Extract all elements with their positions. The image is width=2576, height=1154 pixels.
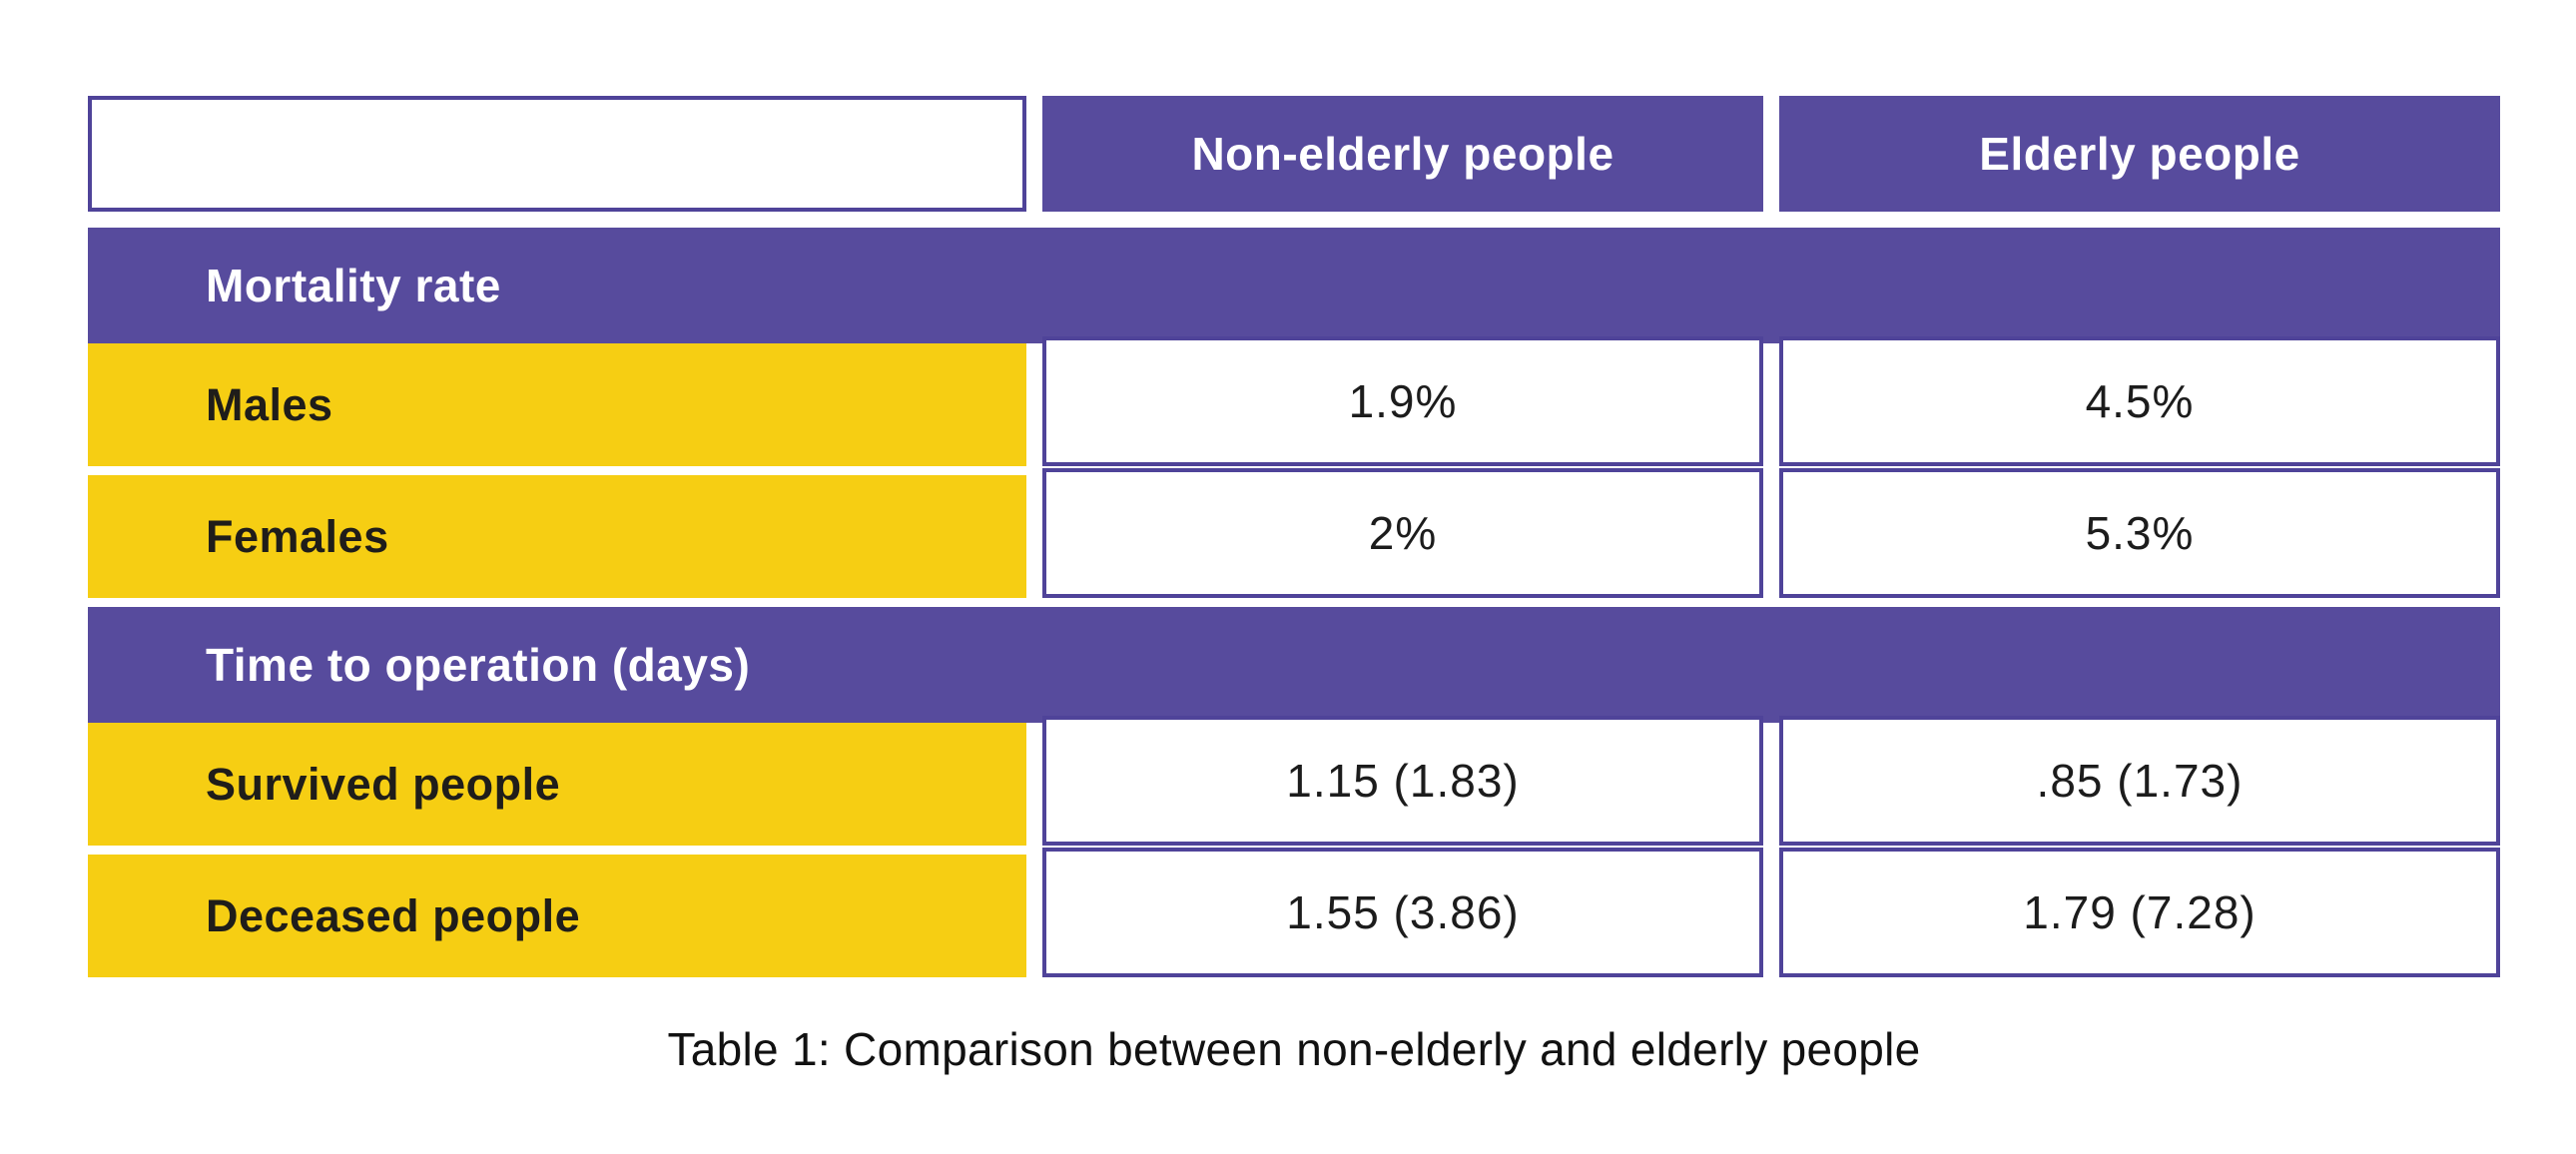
table-row-survived: Survived people 1.15 (1.83) .85 (1.73) (88, 716, 2500, 846)
column-header-non-elderly: Non-elderly people (1042, 96, 1763, 212)
row-label-deceased-people: Deceased people (88, 855, 1026, 977)
section-header-label: Mortality rate (206, 260, 501, 311)
table-row-females: Females 2% 5.3% (88, 468, 2500, 598)
value-survived-elderly: .85 (1.73) (1779, 716, 2500, 846)
comparison-table: Non-elderly people Elderly people Mortal… (88, 96, 2500, 1076)
value-females-non-elderly: 2% (1042, 468, 1763, 598)
table-caption: Table 1: Comparison between non-elderly … (667, 1023, 1921, 1075)
table-row-males: Males 1.9% 4.5% (88, 336, 2500, 466)
value-females-elderly: 5.3% (1779, 468, 2500, 598)
value-males-elderly: 4.5% (1779, 336, 2500, 466)
value-deceased-elderly: 1.79 (7.28) (1779, 848, 2500, 977)
section-header-label: Time to operation (days) (206, 639, 751, 691)
column-header-elderly: Elderly people (1779, 96, 2500, 212)
corner-cell-empty (88, 96, 1026, 212)
value-males-non-elderly: 1.9% (1042, 336, 1763, 466)
section-header-mortality-rate: Mortality rate (88, 228, 2500, 343)
value-deceased-non-elderly: 1.55 (3.86) (1042, 848, 1763, 977)
value-survived-non-elderly: 1.15 (1.83) (1042, 716, 1763, 846)
table-row-deceased: Deceased people 1.55 (3.86) 1.79 (7.28) (88, 848, 2500, 977)
section-header-time-to-operation: Time to operation (days) (88, 607, 2500, 723)
row-label-males: Males (88, 343, 1026, 466)
row-label-females: Females (88, 475, 1026, 598)
row-label-survived-people: Survived people (88, 723, 1026, 846)
header-row: Non-elderly people Elderly people (88, 96, 2500, 212)
